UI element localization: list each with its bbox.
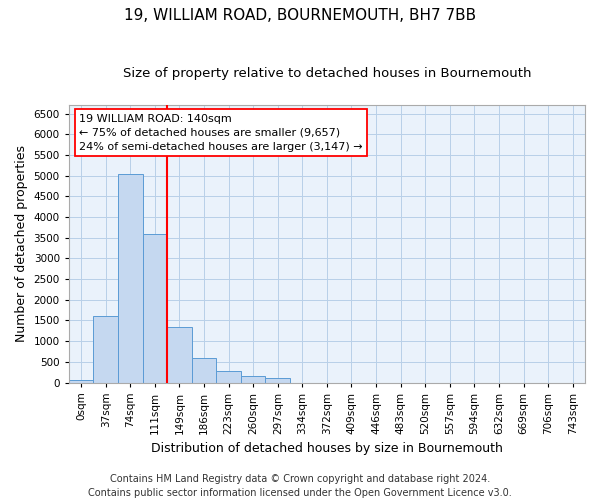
Bar: [94, 316, 118, 382]
Bar: [217, 370, 241, 382]
Bar: [167, 326, 192, 382]
Text: Contains HM Land Registry data © Crown copyright and database right 2024.
Contai: Contains HM Land Registry data © Crown c…: [88, 474, 512, 498]
Bar: [241, 376, 265, 382]
Title: Size of property relative to detached houses in Bournemouth: Size of property relative to detached ho…: [122, 68, 531, 80]
Text: 19 WILLIAM ROAD: 140sqm
← 75% of detached houses are smaller (9,657)
24% of semi: 19 WILLIAM ROAD: 140sqm ← 75% of detache…: [79, 114, 363, 152]
Bar: [69, 380, 94, 382]
Bar: [192, 358, 217, 382]
Bar: [265, 378, 290, 382]
Bar: [118, 174, 143, 382]
Text: 19, WILLIAM ROAD, BOURNEMOUTH, BH7 7BB: 19, WILLIAM ROAD, BOURNEMOUTH, BH7 7BB: [124, 8, 476, 22]
X-axis label: Distribution of detached houses by size in Bournemouth: Distribution of detached houses by size …: [151, 442, 503, 455]
Bar: [143, 234, 167, 382]
Y-axis label: Number of detached properties: Number of detached properties: [15, 146, 28, 342]
